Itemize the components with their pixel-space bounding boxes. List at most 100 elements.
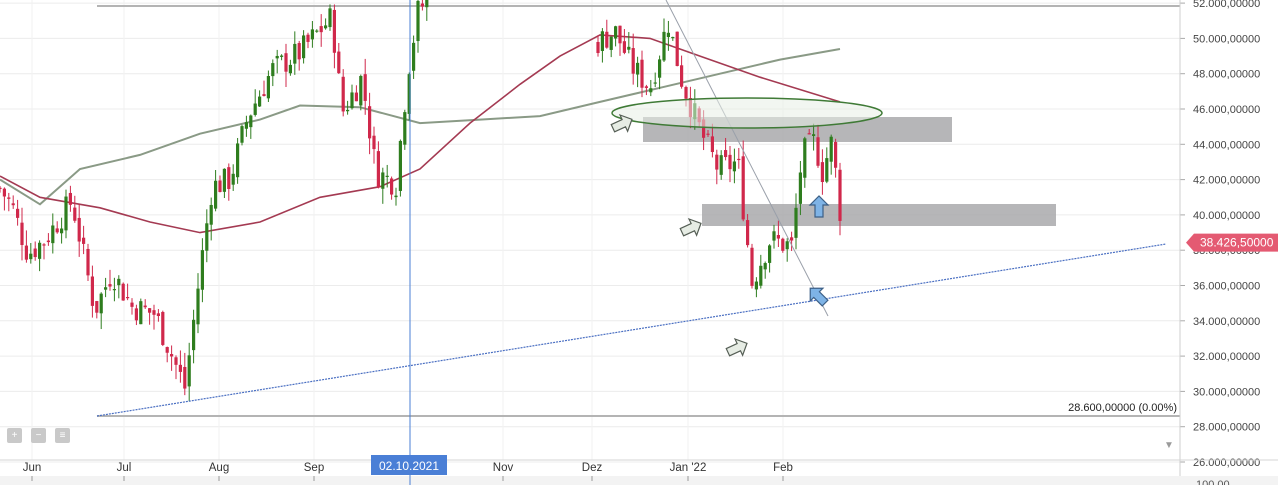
candle-body (812, 134, 816, 136)
candle-body (117, 278, 121, 286)
x-tick-label: Jan '22 (670, 462, 707, 474)
resistance-ellipse (611, 97, 883, 129)
y-axis: 26.000,00000 28.000,00000 30.000,00000 32.0… (1179, 0, 1260, 485)
candle-body (275, 55, 279, 59)
arrow-trendline-shape (809, 287, 829, 307)
candle-body (328, 8, 332, 28)
candle-body (139, 301, 143, 325)
candle-body (768, 245, 772, 263)
candles (0, 0, 842, 401)
candle-body (0, 187, 2, 189)
candle-body (719, 155, 723, 175)
candle-body (746, 220, 750, 246)
bottom-strip (0, 476, 1278, 485)
candle-body (77, 217, 81, 242)
x-tick-label: Jun (23, 462, 42, 474)
fib-label: 28.600,00000 (0.00%) (1068, 402, 1177, 414)
candle-body (170, 354, 174, 357)
y-tick-label: 26.000,00000 (1193, 457, 1260, 469)
candle-body (750, 247, 754, 286)
plot-area (0, 0, 1180, 460)
y-tick-label: 30.000,00000 (1193, 386, 1260, 398)
candle-body (609, 36, 613, 50)
y-tick-label: 34.000,00000 (1193, 316, 1260, 328)
candle-body (244, 122, 248, 129)
candle-body (231, 173, 235, 185)
candle-body (350, 92, 354, 109)
candle-body (785, 241, 789, 250)
zoom-out-icon[interactable]: − (31, 428, 46, 443)
candle-body (196, 288, 200, 325)
y-tick-label: 36.000,00000 (1193, 281, 1260, 293)
candle-body (794, 207, 798, 238)
candle-body (416, 0, 420, 42)
candle-body (346, 109, 350, 112)
candle-body (724, 150, 728, 158)
annotation-lines (96, 0, 1167, 417)
candle-body (622, 41, 626, 53)
candle-body (218, 180, 222, 192)
candle-body (192, 319, 196, 351)
arrow-up (808, 195, 830, 218)
candle-body (829, 136, 833, 162)
candle-body (662, 31, 666, 61)
y-tick-label: 48.000,00000 (1193, 69, 1260, 81)
candle-body (341, 76, 345, 112)
reset-icon[interactable]: ≡ (55, 428, 70, 443)
candle-body (636, 62, 640, 75)
y-tick-label: 44.000,00000 (1193, 139, 1260, 151)
x-tick-label: Dez (582, 462, 603, 474)
y-tick-label: 28.000,00000 (1193, 422, 1260, 434)
candle-body (596, 41, 600, 54)
candle-body (82, 237, 86, 244)
candle-body (381, 172, 385, 189)
candle-body (319, 26, 323, 33)
candle-body (834, 142, 838, 168)
candle-body (715, 154, 719, 170)
x-tick-label: Jul (117, 462, 132, 474)
candle-body (706, 133, 710, 135)
arrow-low (725, 337, 748, 357)
candle-body (385, 175, 389, 177)
candle-body (187, 355, 191, 387)
collapse-icon[interactable]: ▼ (1164, 440, 1174, 451)
candle-body (737, 158, 741, 161)
candle-body (741, 156, 745, 220)
candle-body (258, 96, 262, 107)
candle-body (658, 59, 662, 78)
candle-body (24, 245, 28, 260)
candle-body (803, 138, 807, 178)
x-tick-label: Sep (304, 462, 324, 474)
annotation-arrows (610, 113, 830, 357)
candle-body (156, 313, 160, 317)
chart-labels: 38.426,50000 28.600,00000 (0.00%) 100.00 (1068, 233, 1278, 485)
candle-body (68, 192, 72, 205)
candle-body (368, 106, 372, 139)
last-price-badge (1186, 233, 1278, 252)
downtrend-line (665, 0, 829, 317)
candle-body (86, 248, 90, 276)
candle-body (253, 103, 257, 115)
candle-body (618, 25, 622, 44)
candle-body (20, 222, 24, 246)
candle-body (675, 31, 679, 66)
candle-body (284, 53, 288, 72)
candle-body (104, 287, 108, 290)
candle-body (266, 76, 270, 99)
candle-body (838, 169, 842, 221)
candle-body (310, 29, 314, 40)
candle-body (763, 263, 767, 270)
candle-body (315, 30, 319, 32)
moving-average-fast (0, 34, 841, 234)
candle-body (302, 35, 306, 59)
candle-body (148, 308, 152, 313)
zoom-in-icon[interactable]: + (7, 428, 22, 443)
crosshair-date-label: 02.10.2021 (379, 459, 439, 473)
candle-body (759, 265, 763, 286)
candle-body (776, 235, 780, 239)
candle-body (293, 43, 297, 64)
candle-body (807, 133, 811, 135)
x-tick-label: Nov (493, 462, 514, 474)
candle-body (825, 158, 829, 182)
